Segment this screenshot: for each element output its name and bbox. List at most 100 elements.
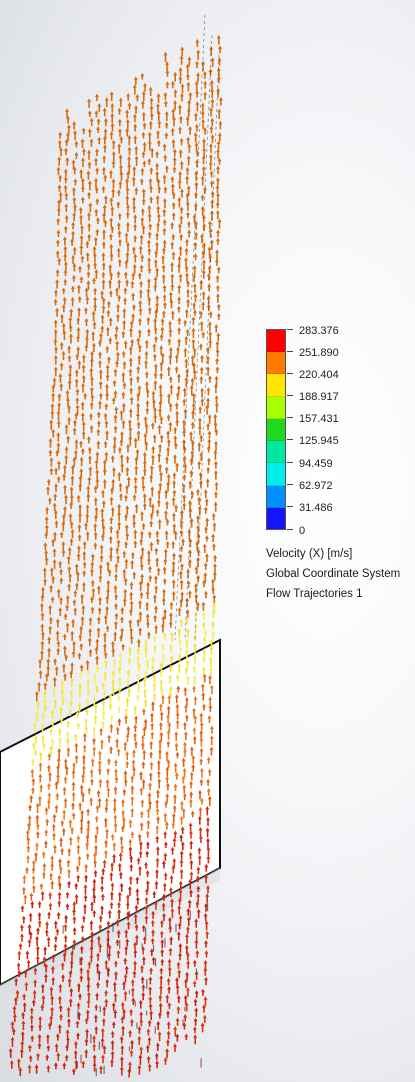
trajectory-arrow-head xyxy=(109,525,114,530)
trajectory-arrow-head xyxy=(211,630,216,634)
trajectory-arrow-head xyxy=(75,353,80,357)
trajectory-arrow-head xyxy=(63,934,68,939)
velocity-color-legend[interactable]: 283.376 251.890 220.404 188.917 157.431 … xyxy=(266,326,415,609)
trajectory-arrow-head xyxy=(147,1036,152,1041)
trajectory-arrow-head xyxy=(35,935,40,940)
trajectory-arrow-head xyxy=(109,746,114,750)
trajectory-arrow-head xyxy=(128,608,133,613)
trajectory-arrow-head xyxy=(124,484,129,489)
trajectory-arrow-head xyxy=(96,440,101,444)
legend-tick xyxy=(287,506,293,507)
trajectory-arrow-head xyxy=(72,263,77,267)
trajectory-arrow-head xyxy=(125,697,130,701)
trajectory-arrow-head xyxy=(157,489,162,494)
trajectory-arrow-head xyxy=(105,383,109,388)
trajectory-arrow-head xyxy=(59,577,64,581)
trajectory-arrow-head xyxy=(134,934,139,938)
trajectory-arrow-head xyxy=(111,670,116,674)
trajectory-arrow-head xyxy=(48,449,53,453)
trajectory-arrow-head xyxy=(132,970,137,974)
trajectory-arrow-head xyxy=(87,637,92,641)
trajectory-arrow-head xyxy=(164,800,168,805)
trajectory-arrow-head xyxy=(174,772,179,776)
trajectory-arrow-head xyxy=(158,407,163,412)
trajectory-arrow-head xyxy=(57,393,62,397)
trajectory-arrow-head xyxy=(93,704,98,708)
trajectory-arrow-head xyxy=(126,171,131,175)
trajectory-arrow-head xyxy=(155,241,159,246)
trajectory-arrow-head xyxy=(149,185,154,189)
trajectory-arrow-head xyxy=(31,859,36,864)
trajectory-arrow-head xyxy=(89,117,94,122)
trajectory-arrow-head xyxy=(92,878,97,883)
trajectory-arrow-head xyxy=(117,706,122,710)
trajectory-arrow-head xyxy=(65,731,70,735)
trajectory-arrow-head xyxy=(162,912,166,917)
trajectory-arrow-head xyxy=(65,1029,70,1033)
trajectory-arrow-head xyxy=(148,1003,153,1007)
trajectory-arrow-head xyxy=(138,850,143,854)
trajectory-arrow-head xyxy=(166,740,171,745)
trajectory-arrow-head xyxy=(80,196,85,201)
trajectory-arrow-head xyxy=(73,203,78,208)
trajectory-arrow-head xyxy=(160,326,165,331)
trajectory-arrow-head xyxy=(208,143,213,147)
trajectory-arrow-head xyxy=(180,188,184,192)
trajectory-arrow-head xyxy=(120,431,124,435)
trajectory-arrow-head xyxy=(40,612,45,616)
trajectory-arrow-head xyxy=(163,100,168,104)
trajectory-arrow-head xyxy=(156,759,161,764)
trajectory-arrow-head xyxy=(70,528,75,533)
trajectory-arrow-head xyxy=(156,130,160,134)
trajectory-arrow-head xyxy=(185,211,190,215)
trajectory-arrow-head xyxy=(210,57,215,61)
trajectory-arrow-head xyxy=(31,884,36,889)
trajectory-arrow-head xyxy=(10,1036,15,1041)
trajectory-arrow-head xyxy=(146,581,151,586)
trajectory-arrow-head xyxy=(165,61,170,65)
trajectory-arrow-head xyxy=(52,844,57,848)
trajectory-arrow-head xyxy=(133,214,138,218)
trajectory-arrow-head xyxy=(181,483,186,487)
trajectory-arrow-head xyxy=(183,463,188,467)
trajectory-arrow-head xyxy=(200,205,205,210)
trajectory-arrow-head xyxy=(78,671,83,675)
trajectory-arrow-head xyxy=(117,230,122,234)
trajectory-arrow-head xyxy=(95,685,99,689)
trajectory-arrow-head xyxy=(37,900,42,905)
trajectory-arrow-head xyxy=(205,827,210,832)
trajectory-arrow-head xyxy=(159,434,164,438)
trajectory-arrow-head xyxy=(85,834,90,838)
trajectory-arrow-head xyxy=(215,357,220,362)
trajectory-arrow-head xyxy=(179,215,184,219)
trajectory-arrow-head xyxy=(68,970,73,974)
trajectory-arrow-head xyxy=(64,494,68,498)
trajectory-arrow-head xyxy=(124,929,129,933)
trajectory-arrow-head xyxy=(195,150,200,154)
trajectory-arrow-head xyxy=(190,421,195,426)
trajectory-arrow-head xyxy=(167,1002,172,1006)
trajectory-arrow-head xyxy=(81,604,86,609)
trajectory-arrow-head xyxy=(11,1028,16,1032)
trajectory-arrow-head xyxy=(42,698,47,702)
trajectory-arrow-head xyxy=(104,959,109,964)
trajectory-arrow-head xyxy=(101,500,106,504)
trajectory-arrow-head xyxy=(137,833,142,838)
trajectory-arrow-head xyxy=(159,333,164,338)
trajectory-arrow-head xyxy=(93,514,98,518)
trajectory-arrow-head xyxy=(139,822,144,826)
trajectory-arrow-head xyxy=(203,572,208,576)
trajectory-arrow-head xyxy=(152,674,157,678)
trajectory-arrow-head xyxy=(124,232,129,236)
trajectory-arrow-head xyxy=(138,245,143,249)
trajectory-arrow-head xyxy=(93,1014,98,1018)
trajectory-arrow-head xyxy=(103,632,107,636)
trajectory-arrow-head xyxy=(121,372,126,376)
trajectory-arrow-head xyxy=(185,933,189,937)
trajectory-arrow-head xyxy=(209,746,214,750)
trajectory-arrow-head xyxy=(205,404,210,409)
trajectory-arrow-head xyxy=(203,960,208,964)
trajectory-arrow-head xyxy=(168,354,173,358)
